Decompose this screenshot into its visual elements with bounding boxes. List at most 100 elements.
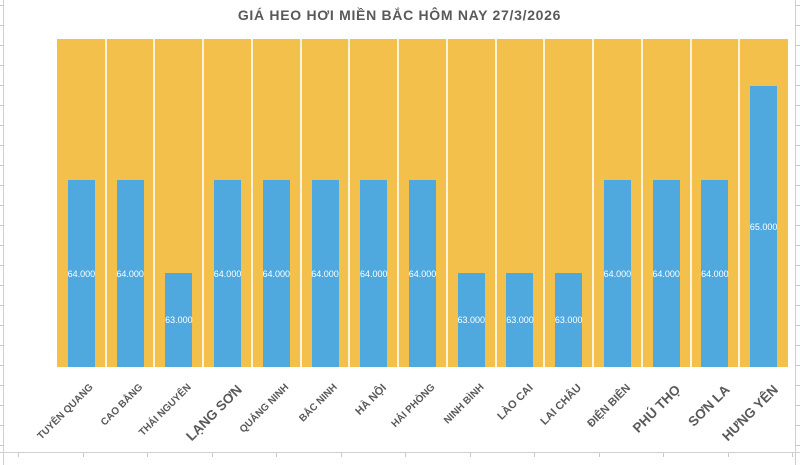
row-tick-left <box>0 365 4 366</box>
row-tick-left <box>0 425 4 426</box>
bar-value-label: 64.000 <box>360 268 388 279</box>
x-axis-label-13: PHÚ THỌ <box>630 382 684 436</box>
bar-11: 63.000 <box>555 273 582 367</box>
x-axis-label-2: CAO BẰNG <box>98 382 145 429</box>
row-tick-left <box>0 285 4 286</box>
bar-5: 64.000 <box>263 180 290 367</box>
x-axis-label-12: ĐIỆN BIÊN <box>585 382 633 430</box>
column-tick-bottom <box>147 453 148 457</box>
row-tick-left <box>0 65 4 66</box>
row-tick-left <box>0 145 4 146</box>
plot-area: 64.000 64.000 63.000 64.000 64.000 64.000 64.0… <box>57 39 788 367</box>
row-tick-right <box>796 265 800 266</box>
row-tick-left <box>0 225 4 226</box>
bar-7: 64.000 <box>360 180 388 367</box>
bar-2: 64.000 <box>116 180 144 367</box>
x-axis-label-8: HẢI PHÒNG <box>389 382 438 430</box>
bar-3: 63.000 <box>165 273 193 367</box>
row-tick-left <box>0 85 4 86</box>
bar-10: 63.000 <box>506 273 534 367</box>
row-tick-left <box>0 265 4 266</box>
row-tick-right <box>796 325 800 326</box>
column-tick-bottom <box>83 453 84 457</box>
category-separator <box>348 39 351 367</box>
row-tick-left <box>0 25 4 26</box>
price-bar-chart: GIÁ HEO HƠI MIỀN BẮC HÔM NAY 27/3/2026 6… <box>3 0 796 452</box>
column-tick-bottom <box>341 453 342 457</box>
column-tick-bottom <box>599 453 600 457</box>
bar-value-label: 64.000 <box>408 268 437 279</box>
x-axis-label-1: TUYÊN QUANG <box>36 382 97 443</box>
category-separator <box>543 39 546 367</box>
row-tick-right <box>796 85 800 86</box>
row-tick-left <box>0 165 4 166</box>
row-tick-right <box>796 445 800 446</box>
column-tick-bottom <box>405 453 406 457</box>
sheet-column-line-left <box>3 0 4 465</box>
bar-value-label: 63.000 <box>554 315 583 325</box>
bar-9: 63.000 <box>457 273 485 367</box>
bar-value-label: 64.000 <box>116 268 144 279</box>
category-separator <box>592 39 595 367</box>
row-tick-left <box>0 345 4 346</box>
bar-13: 64.000 <box>652 180 680 367</box>
x-axis-labels: TUYÊN QUANG CAO BẰNG THÁI NGUYÊN LẠNG SƠN QU… <box>3 0 796 452</box>
bar-value-label: 63.000 <box>457 315 485 325</box>
row-tick-left <box>0 125 4 126</box>
column-tick-bottom <box>212 453 213 457</box>
row-tick-left <box>0 325 4 326</box>
row-tick-right <box>796 285 800 286</box>
row-tick-left <box>0 5 4 6</box>
column-tick-bottom <box>470 453 471 457</box>
column-tick-bottom <box>792 453 793 457</box>
category-separator <box>202 39 205 367</box>
x-axis-label-11: LAI CHÂU <box>538 382 585 428</box>
row-tick-right <box>796 345 800 346</box>
bar-value-label: 64.000 <box>701 268 729 279</box>
column-tick-bottom <box>534 453 535 457</box>
bar-value-label: 63.000 <box>506 315 534 325</box>
row-tick-right <box>796 5 800 6</box>
row-tick-left <box>0 305 4 306</box>
bar-value-label: 64.000 <box>603 268 632 279</box>
row-tick-right <box>796 385 800 386</box>
row-tick-left <box>0 245 4 246</box>
row-tick-right <box>796 245 800 246</box>
x-axis-label-4: LẠNG SƠN <box>183 382 246 444</box>
category-separator <box>494 39 497 367</box>
x-axis-label-5: QUẢNG NINH <box>237 382 292 436</box>
bar-8: 64.000 <box>409 180 436 367</box>
row-tick-left <box>0 45 4 46</box>
row-tick-right <box>796 65 800 66</box>
row-tick-right <box>796 365 800 366</box>
category-separator <box>689 39 692 367</box>
bar-15: 65.000 <box>750 86 777 367</box>
row-tick-right <box>796 425 800 426</box>
bar-value-label: 64.000 <box>652 268 680 279</box>
sheet-column-line-right <box>795 0 796 465</box>
x-axis-label-6: BẮC NINH <box>297 382 340 425</box>
row-tick-left <box>0 185 4 186</box>
row-tick-right <box>796 45 800 46</box>
column-tick-bottom <box>18 453 19 457</box>
category-separator <box>250 39 253 367</box>
row-tick-right <box>796 105 800 106</box>
bar-value-label: 64.000 <box>67 268 96 279</box>
row-tick-left <box>0 405 4 406</box>
x-axis-label-14: SƠN LA <box>685 382 733 430</box>
row-tick-right <box>796 25 800 26</box>
x-axis-label-10: LÀO CAI <box>494 382 536 423</box>
bar-value-label: 64.000 <box>311 268 339 279</box>
bar-value-label: 65.000 <box>749 221 778 232</box>
row-tick-right <box>796 125 800 126</box>
category-separator <box>153 39 156 367</box>
row-tick-right <box>796 405 800 406</box>
row-tick-left <box>0 105 4 106</box>
row-tick-right <box>796 305 800 306</box>
x-axis-label-9: NINH BÌNH <box>441 382 487 427</box>
chart-title: GIÁ HEO HƠI MIỀN BẮC HÔM NAY 27/3/2026 <box>237 7 562 23</box>
category-separator <box>104 39 107 367</box>
bar-12: 64.000 <box>604 180 631 367</box>
bar-value-label: 64.000 <box>213 268 242 279</box>
